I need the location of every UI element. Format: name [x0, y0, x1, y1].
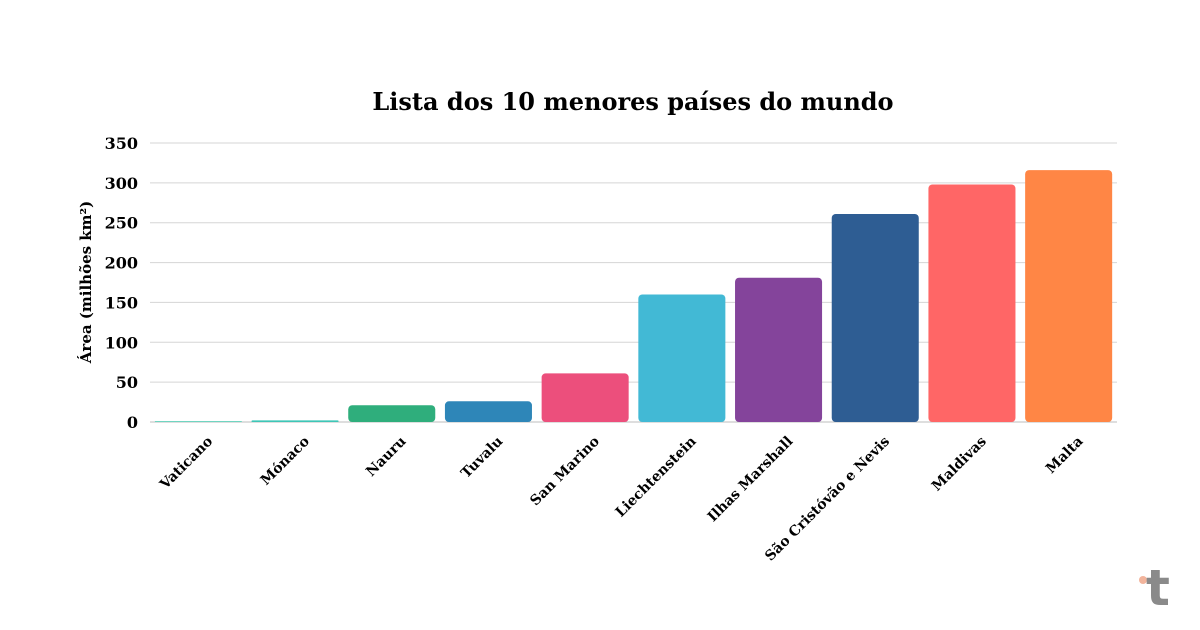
x-axis-ticks: Vaticano Mónaco Nauru Tuvalu San Marino Liech…: [156, 433, 1086, 565]
bar-maldivas: [928, 184, 1016, 422]
x-tick-label: Ilhas Marshall: [705, 434, 797, 526]
bars: [154, 170, 1113, 422]
bar-malta: [1025, 170, 1113, 422]
logo-letter: t: [1146, 559, 1170, 617]
bar-tuvalu: [444, 401, 532, 422]
x-tick-label: Malta: [1043, 434, 1086, 477]
y-tick-label: 250: [105, 214, 138, 233]
x-tick-label: Liechtenstein: [613, 434, 700, 521]
y-tick-label: 300: [105, 174, 138, 193]
x-tick-label: San Marino: [527, 434, 603, 510]
gridlines: [150, 142, 1117, 423]
y-tick-label: 100: [105, 333, 138, 352]
y-tick-label: 0: [127, 413, 138, 432]
bar-nauru: [348, 405, 436, 422]
bar-san-marino: [541, 373, 629, 422]
logo-dot: [1139, 576, 1147, 584]
bar-liechtenstein: [638, 294, 726, 422]
bar-s-o-crist-v-o-e-nevis: [831, 213, 919, 422]
bar-ilhas-marshall: [735, 277, 823, 422]
bar-vaticano: [154, 421, 242, 422]
y-axis-label: Área (milhões km²): [77, 201, 95, 364]
bar-m-naco: [251, 420, 339, 422]
brand-logo: t: [1139, 559, 1170, 617]
y-tick-label: 150: [105, 293, 138, 312]
x-tick-label: Tuvalu: [458, 434, 506, 482]
chart-title: Lista dos 10 menores países do mundo: [372, 87, 893, 116]
y-tick-label: 200: [105, 254, 138, 273]
y-tick-label: 50: [116, 373, 138, 392]
x-tick-label: Vaticano: [156, 434, 216, 494]
x-tick-label: Maldivas: [929, 433, 990, 494]
y-axis-ticks: 0 50 100 150 200 250 300 350: [105, 134, 138, 432]
x-tick-label: Nauru: [363, 434, 409, 480]
x-tick-label: Mónaco: [258, 434, 313, 489]
y-tick-label: 350: [105, 134, 138, 153]
